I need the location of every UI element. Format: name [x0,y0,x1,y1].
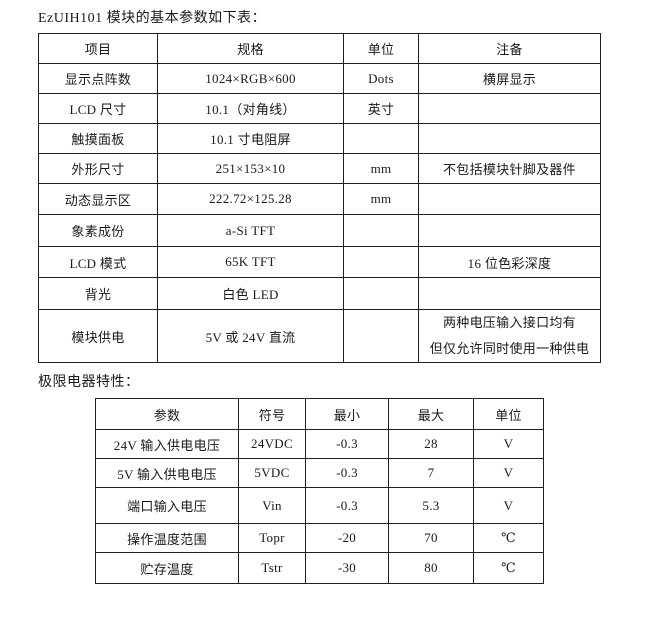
table-row: 5V 输入供电电压 5VDC -0.3 7 V [95,458,544,488]
header-max: 最大 [388,398,474,430]
cell-param: 5V 输入供电电压 [95,458,239,488]
table-row: 模块供电 5V 或 24V 直流 两种电压输入接口均有 但仅允许同时使用一种供电 [38,309,601,363]
table-row: 象素成份 a-Si TFT [38,214,601,247]
limit-characteristics-table: 参数 符号 最小 最大 单位 24V 输入供电电压 24VDC -0.3 28 … [95,398,544,584]
cell-param: 操作温度范围 [95,523,239,553]
cell-unit [343,309,419,363]
table-header-row: 参数 符号 最小 最大 单位 [95,398,544,430]
cell-unit [343,214,419,247]
note-line-1: 两种电压输入接口均有 [442,315,576,330]
table-row: LCD 尺寸 10.1（对角线） 英寸 [38,93,601,124]
cell-item: 动态显示区 [38,183,158,215]
cell-note: 横屏显示 [418,63,601,94]
cell-unit [343,123,419,154]
cell-min: -20 [305,523,389,553]
cell-max: 7 [388,458,474,488]
cell-min: -0.3 [305,429,389,459]
cell-max: 5.3 [388,487,474,524]
basic-params-table: 项目 规格 单位 注备 显示点阵数 1024×RGB×600 Dots 横屏显示… [38,33,601,363]
table-row: 触摸面板 10.1 寸电阻屏 [38,123,601,154]
cell-spec: 1024×RGB×600 [157,63,344,94]
cell-unit: 英寸 [343,93,419,124]
cell-unit [343,277,419,310]
cell-unit [343,246,419,278]
cell-spec: 白色 LED [157,277,344,310]
cell-param: 贮存温度 [95,552,239,584]
table-header-row: 项目 规格 单位 注备 [38,33,601,64]
table-row: 操作温度范围 Topr -20 70 ℃ [95,523,544,553]
table-row: 背光 白色 LED [38,277,601,310]
cell-min: -0.3 [305,458,389,488]
table-row: LCD 模式 65K TFT 16 位色彩深度 [38,246,601,278]
table-row: 端口输入电压 Vin -0.3 5.3 V [95,487,544,524]
header-min: 最小 [305,398,389,430]
cell-max: 70 [388,523,474,553]
header-unit: 单位 [343,33,419,64]
cell-symbol: Tstr [238,552,306,584]
table-row: 动态显示区 222.72×125.28 mm [38,183,601,215]
cell-param: 24V 输入供电电压 [95,429,239,459]
cell-note [418,123,601,154]
cell-note [418,183,601,215]
cell-item: 显示点阵数 [38,63,158,94]
basic-params-title: EzUIH101 模块的基本参数如下表： [38,11,267,26]
cell-note: 两种电压输入接口均有 但仅允许同时使用一种供电 [418,309,601,363]
cell-spec: a-Si TFT [157,214,344,247]
cell-symbol: 5VDC [238,458,306,488]
cell-item: 触摸面板 [38,123,158,154]
header-symbol: 符号 [238,398,306,430]
cell-unit: mm [343,153,419,184]
header-note: 注备 [418,33,601,64]
header-spec: 规格 [157,33,344,64]
header-unit: 单位 [473,398,544,430]
cell-unit: ℃ [473,552,544,584]
limit-characteristics-title: 极限电器特性： [38,375,140,390]
cell-note: 16 位色彩深度 [418,246,601,278]
cell-note [418,93,601,124]
cell-symbol: 24VDC [238,429,306,459]
table-row: 外形尺寸 251×153×10 mm 不包括模块针脚及器件 [38,153,601,184]
cell-spec: 222.72×125.28 [157,183,344,215]
cell-unit: V [473,429,544,459]
cell-item: LCD 模式 [38,246,158,278]
cell-spec: 10.1 寸电阻屏 [157,123,344,154]
note-line-2: 但仅允许同时使用一种供电 [429,341,590,356]
cell-symbol: Vin [238,487,306,524]
cell-param: 端口输入电压 [95,487,239,524]
cell-unit: V [473,458,544,488]
cell-spec: 65K TFT [157,246,344,278]
table-row: 显示点阵数 1024×RGB×600 Dots 横屏显示 [38,63,601,94]
cell-max: 28 [388,429,474,459]
table-row: 贮存温度 Tstr -30 80 ℃ [95,552,544,584]
cell-symbol: Topr [238,523,306,553]
table-row: 24V 输入供电电压 24VDC -0.3 28 V [95,429,544,459]
cell-note [418,214,601,247]
cell-max: 80 [388,552,474,584]
cell-min: -0.3 [305,487,389,524]
cell-note: 不包括模块针脚及器件 [418,153,601,184]
cell-spec: 10.1（对角线） [157,93,344,124]
cell-item: 背光 [38,277,158,310]
cell-item: 象素成份 [38,214,158,247]
cell-unit: V [473,487,544,524]
cell-spec: 5V 或 24V 直流 [157,309,344,363]
header-item: 项目 [38,33,158,64]
cell-item: 模块供电 [38,309,158,363]
cell-unit: ℃ [473,523,544,553]
cell-spec: 251×153×10 [157,153,344,184]
header-param: 参数 [95,398,239,430]
cell-note [418,277,601,310]
cell-item: 外形尺寸 [38,153,158,184]
cell-unit: Dots [343,63,419,94]
cell-item: LCD 尺寸 [38,93,158,124]
cell-unit: mm [343,183,419,215]
cell-min: -30 [305,552,389,584]
